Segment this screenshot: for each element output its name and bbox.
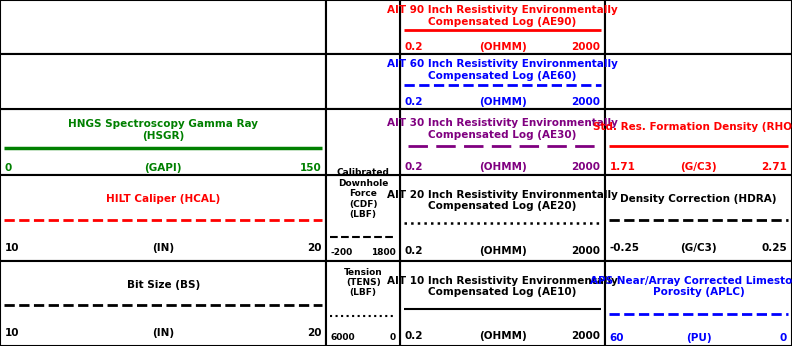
Text: (G/C3): (G/C3) bbox=[680, 243, 717, 253]
Text: -200: -200 bbox=[330, 248, 352, 257]
Text: 2000: 2000 bbox=[571, 162, 600, 172]
Text: 10: 10 bbox=[5, 243, 19, 253]
Text: 0: 0 bbox=[780, 333, 787, 343]
Bar bbox=[400, 175, 605, 261]
Text: HILT Caliper (HCAL): HILT Caliper (HCAL) bbox=[106, 194, 220, 204]
Text: 60: 60 bbox=[610, 333, 624, 343]
Text: (G/C3): (G/C3) bbox=[680, 162, 717, 172]
Bar bbox=[0, 54, 326, 109]
Text: AIT 10 Inch Resistivity Environmentally
Compensated Log (AE10): AIT 10 Inch Resistivity Environmentally … bbox=[387, 276, 618, 298]
Text: 2000: 2000 bbox=[571, 246, 600, 256]
Bar bbox=[400, 261, 605, 346]
Bar bbox=[400, 0, 605, 54]
Text: 20: 20 bbox=[307, 328, 322, 338]
Bar bbox=[400, 54, 605, 109]
Bar bbox=[326, 109, 400, 175]
Text: 0.2: 0.2 bbox=[405, 42, 423, 52]
Text: 10: 10 bbox=[5, 328, 19, 338]
Text: 2000: 2000 bbox=[571, 42, 600, 52]
Text: AIT 90 Inch Resistivity Environmentally
Compensated Log (AE90): AIT 90 Inch Resistivity Environmentally … bbox=[387, 5, 618, 27]
Text: (OHMM): (OHMM) bbox=[478, 246, 527, 256]
Bar bbox=[326, 54, 400, 109]
Text: AIT 20 Inch Resistivity Environmentally
Compensated Log (AE20): AIT 20 Inch Resistivity Environmentally … bbox=[387, 190, 618, 211]
Bar bbox=[605, 0, 792, 54]
Text: (PU): (PU) bbox=[686, 333, 711, 343]
Text: (OHMM): (OHMM) bbox=[478, 162, 527, 172]
Text: -0.25: -0.25 bbox=[610, 243, 640, 253]
Text: (IN): (IN) bbox=[152, 243, 174, 253]
Text: Std. Res. Formation Density (RHOZ): Std. Res. Formation Density (RHOZ) bbox=[593, 122, 792, 133]
Bar bbox=[605, 109, 792, 175]
Text: 0.2: 0.2 bbox=[405, 246, 423, 256]
Text: 1800: 1800 bbox=[371, 248, 396, 257]
Text: (IN): (IN) bbox=[152, 328, 174, 338]
Text: 150: 150 bbox=[300, 163, 322, 173]
Bar bbox=[0, 109, 326, 175]
Text: 0.2: 0.2 bbox=[405, 162, 423, 172]
Bar bbox=[605, 175, 792, 261]
Bar bbox=[0, 0, 326, 54]
Text: 0.2: 0.2 bbox=[405, 331, 423, 341]
Text: 2000: 2000 bbox=[571, 97, 600, 107]
Bar bbox=[605, 54, 792, 109]
Bar bbox=[605, 261, 792, 346]
Text: HNGS Spectroscopy Gamma Ray
(HSGR): HNGS Spectroscopy Gamma Ray (HSGR) bbox=[68, 119, 258, 141]
Text: 2.71: 2.71 bbox=[761, 162, 787, 172]
Text: Tension
(TENS)
(LBF): Tension (TENS) (LBF) bbox=[344, 267, 383, 297]
Text: 0: 0 bbox=[5, 163, 12, 173]
Text: 0: 0 bbox=[390, 333, 396, 342]
Text: 1.71: 1.71 bbox=[610, 162, 636, 172]
Text: Bit Size (BS): Bit Size (BS) bbox=[127, 280, 200, 290]
Bar bbox=[0, 175, 326, 261]
Text: (GAPI): (GAPI) bbox=[144, 163, 182, 173]
Text: (OHMM): (OHMM) bbox=[478, 42, 527, 52]
Text: 20: 20 bbox=[307, 243, 322, 253]
Bar bbox=[326, 261, 400, 346]
Text: AIT 60 Inch Resistivity Environmentally
Compensated Log (AE60): AIT 60 Inch Resistivity Environmentally … bbox=[387, 60, 618, 81]
Text: Density Correction (HDRA): Density Correction (HDRA) bbox=[620, 194, 777, 204]
Text: 2000: 2000 bbox=[571, 331, 600, 341]
Text: Calibrated
Downhole
Force
(CDF)
(LBF): Calibrated Downhole Force (CDF) (LBF) bbox=[337, 169, 390, 219]
Text: APS Near/Array Corrected Limestone
Porosity (APLC): APS Near/Array Corrected Limestone Poros… bbox=[590, 276, 792, 298]
Text: 6000: 6000 bbox=[330, 333, 355, 342]
Text: 0.25: 0.25 bbox=[761, 243, 787, 253]
Text: (OHMM): (OHMM) bbox=[478, 97, 527, 107]
Text: AIT 30 Inch Resistivity Environmentally
Compensated Log (AE30): AIT 30 Inch Resistivity Environmentally … bbox=[387, 118, 618, 139]
Bar bbox=[0, 261, 326, 346]
Bar bbox=[326, 175, 400, 261]
Bar bbox=[400, 109, 605, 175]
Text: 0.2: 0.2 bbox=[405, 97, 423, 107]
Text: (OHMM): (OHMM) bbox=[478, 331, 527, 341]
Bar bbox=[326, 0, 400, 54]
